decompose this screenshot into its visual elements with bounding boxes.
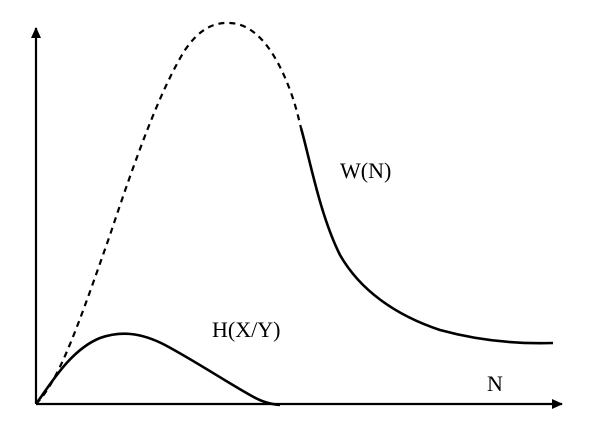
w-curve-dashed: [35, 21, 303, 405]
h-curve: [34, 332, 281, 407]
w-curve-label: W(N): [340, 158, 391, 183]
h-curve-label: H(X/Y): [212, 317, 280, 342]
w-curve-solid: [299, 127, 554, 345]
x-axis-label: N: [487, 371, 503, 396]
